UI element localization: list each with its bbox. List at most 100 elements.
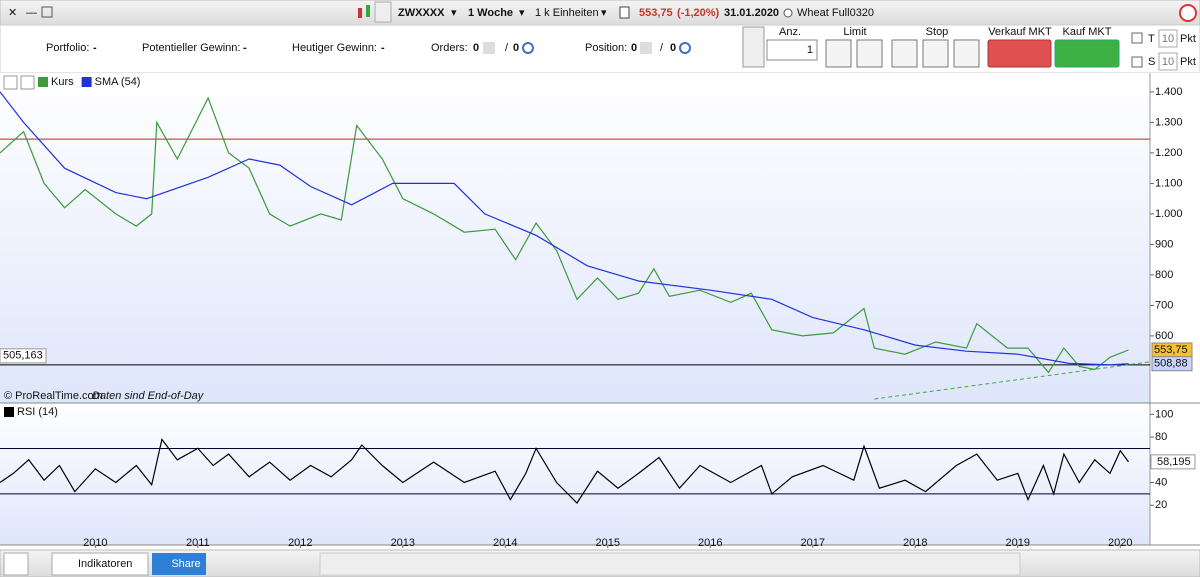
label: Verkauf MKT [988, 26, 1052, 38]
trend-line [874, 361, 1151, 400]
info-icon[interactable] [619, 6, 630, 19]
indicators[interactable]: Indikatoren [78, 558, 132, 570]
x-tick-label: 2013 [391, 537, 415, 549]
max-icon[interactable] [41, 6, 53, 18]
scrollbar[interactable] [319, 552, 1021, 576]
value: - [243, 42, 247, 54]
legend-swatch [81, 77, 92, 87]
x-tick-label: 2011 [186, 537, 210, 549]
x-tick-label: 2020 [1108, 537, 1132, 549]
lock-icon[interactable] [374, 1, 392, 23]
min-icon[interactable]: — [26, 7, 37, 19]
x-tick-label: 2016 [698, 537, 722, 549]
y-tick-label: 1.000 [1155, 208, 1183, 220]
label: Position: [585, 42, 627, 54]
x-tick-label: 2014 [493, 537, 517, 549]
status-dot [783, 8, 793, 18]
period[interactable]: 1 Woche [468, 7, 513, 19]
toolbar [0, 0, 1200, 26]
legend-label: SMA (54) [95, 76, 141, 88]
value: 0 [513, 42, 519, 54]
value: 0 [631, 42, 637, 54]
candle-icon[interactable] [366, 5, 370, 17]
legend-button [20, 75, 35, 90]
value[interactable]: 10 [1162, 56, 1174, 68]
value-label: 58,195 [1157, 456, 1191, 468]
rsi-panel [0, 403, 1150, 545]
input[interactable] [1158, 52, 1178, 71]
level-label: 505,163 [3, 350, 43, 362]
y-tick-label: 800 [1155, 269, 1173, 281]
x-tick-label: 2018 [903, 537, 927, 549]
value: - [381, 42, 385, 54]
x-tick-label: 2015 [596, 537, 620, 549]
eod-note: Daten sind End-of-Day [92, 390, 205, 402]
limit-buy[interactable] [856, 39, 883, 68]
buy-button[interactable] [1054, 39, 1120, 68]
value: 0 [670, 42, 676, 54]
y-tick-label: 900 [1155, 238, 1173, 250]
y-tick-label: 1.200 [1155, 147, 1183, 159]
y-tick-label: 1.300 [1155, 116, 1183, 128]
stop-btn[interactable] [922, 39, 949, 68]
gear-icon[interactable] [522, 42, 534, 54]
legend-label: RSI (14) [17, 406, 58, 418]
legend-button [3, 75, 18, 90]
dropdown[interactable]: ▾ [451, 7, 457, 19]
label: Pkt [1180, 33, 1196, 45]
symbol[interactable]: ZWXXXX [398, 7, 445, 19]
y-tick-label: 1.100 [1155, 177, 1183, 189]
units[interactable]: 1 k Einheiten [535, 7, 599, 19]
label: S [1148, 56, 1155, 68]
share[interactable]: Share [171, 558, 200, 570]
tool-button[interactable] [742, 26, 765, 68]
draw-tool[interactable] [3, 552, 29, 576]
label: Limit [843, 26, 866, 38]
level-label-box [0, 348, 47, 364]
label: Potentieller Gewinn: [142, 42, 240, 54]
copyright: © ProRealTime.com [4, 390, 103, 402]
value: - [93, 42, 97, 54]
y-tick-label: 20 [1155, 499, 1167, 511]
checkbox[interactable] [1131, 32, 1143, 44]
checkbox[interactable] [1131, 56, 1143, 68]
value-label-box [1150, 454, 1196, 470]
share-button[interactable] [152, 553, 206, 575]
price: 553,75 [639, 7, 673, 19]
value[interactable]: 10 [1162, 33, 1174, 45]
refresh-icon[interactable] [1179, 4, 1197, 22]
dropdown[interactable]: ▾ [519, 7, 525, 19]
limit-sell[interactable] [825, 39, 852, 68]
dropdown[interactable]: ▾ [601, 7, 607, 19]
y-tick-label: 40 [1155, 476, 1167, 488]
legend-swatch [4, 407, 14, 417]
sell-button[interactable] [987, 39, 1052, 68]
quantity-input[interactable] [766, 39, 818, 61]
price-panel [0, 73, 1150, 403]
label: Stop [926, 26, 949, 38]
gear-icon[interactable] [679, 42, 691, 54]
y-tick-label: 80 [1155, 431, 1167, 443]
stop-btn[interactable] [891, 39, 918, 68]
label: Heutiger Gewinn: [292, 42, 377, 54]
y-tick-label: 1.400 [1155, 86, 1183, 98]
value: 0 [473, 42, 479, 54]
input[interactable] [1158, 29, 1178, 48]
label: Orders: [431, 42, 468, 54]
last-value-label: 553,75 [1154, 344, 1188, 356]
change: (-1,20%) [677, 7, 720, 19]
x-tick-label: 2017 [801, 537, 825, 549]
stop-btn[interactable] [953, 39, 980, 68]
sep: / [505, 42, 509, 54]
icon[interactable] [483, 42, 495, 54]
x-tick-label: 2012 [288, 537, 312, 549]
candle-icon[interactable] [358, 8, 362, 18]
indicators-button[interactable] [51, 552, 149, 576]
quantity[interactable]: 1 [807, 44, 813, 56]
close-icon[interactable]: ✕ [8, 7, 17, 19]
icon[interactable] [640, 42, 652, 54]
last-value-label: 508,88 [1154, 358, 1188, 370]
legend-swatch [38, 77, 48, 87]
sep: / [660, 42, 664, 54]
